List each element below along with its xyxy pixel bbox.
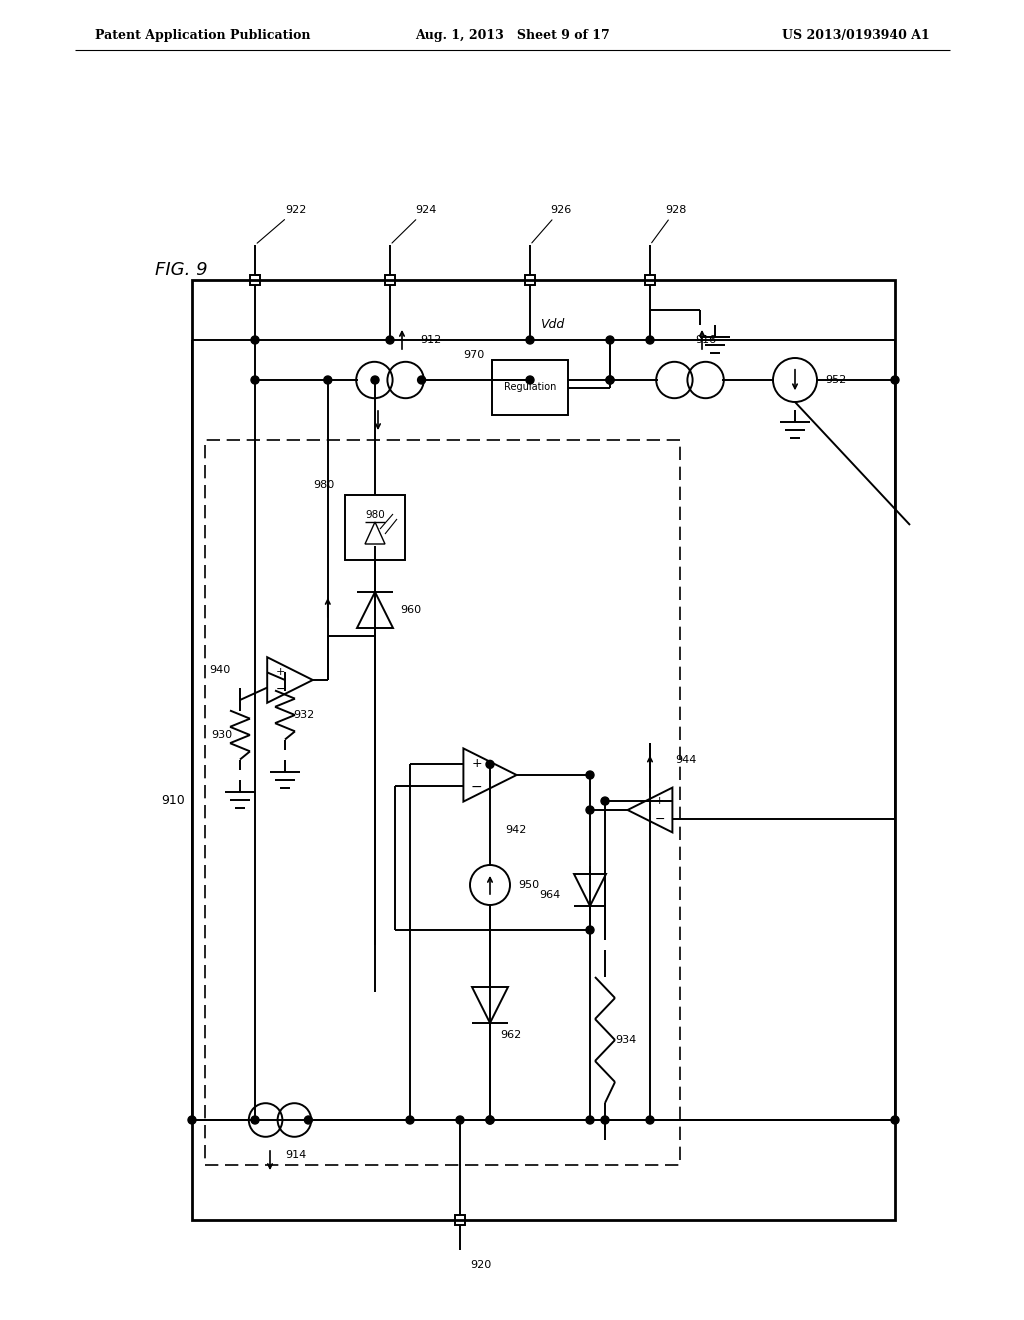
Circle shape: [324, 376, 332, 384]
Bar: [250, 275, 260, 285]
Circle shape: [486, 1115, 494, 1125]
Circle shape: [251, 376, 259, 384]
Circle shape: [486, 760, 494, 768]
Text: −: −: [275, 682, 286, 696]
Bar: [345, 495, 406, 560]
Bar: [193, 280, 895, 1220]
Circle shape: [646, 1115, 654, 1125]
Text: 914: 914: [285, 1150, 306, 1160]
Circle shape: [601, 797, 609, 805]
Circle shape: [456, 1115, 464, 1125]
Text: +: +: [275, 668, 286, 677]
Text: 980: 980: [313, 480, 335, 490]
Circle shape: [586, 771, 594, 779]
Text: 970: 970: [463, 350, 484, 360]
Circle shape: [406, 1115, 414, 1125]
Text: 922: 922: [257, 205, 306, 243]
Bar: [385, 275, 395, 285]
Circle shape: [486, 1115, 494, 1125]
Text: US 2013/0193940 A1: US 2013/0193940 A1: [782, 29, 930, 41]
Text: 952: 952: [825, 375, 846, 385]
Circle shape: [606, 376, 614, 384]
Text: 940: 940: [209, 665, 230, 675]
Circle shape: [371, 376, 379, 384]
Text: 944: 944: [675, 755, 696, 766]
Text: 932: 932: [293, 710, 314, 719]
Circle shape: [526, 376, 534, 384]
Circle shape: [646, 337, 654, 345]
Text: 934: 934: [615, 1035, 636, 1045]
Text: −: −: [471, 779, 482, 793]
Bar: [455, 1214, 465, 1225]
Polygon shape: [365, 521, 385, 544]
Text: 950: 950: [518, 880, 539, 890]
Circle shape: [586, 1115, 594, 1125]
Circle shape: [386, 337, 394, 345]
Circle shape: [606, 337, 614, 345]
Text: 962: 962: [500, 1030, 521, 1040]
Text: 924: 924: [392, 205, 436, 243]
Bar: [205, 440, 680, 1166]
Text: 930: 930: [211, 730, 232, 741]
Text: 960: 960: [400, 605, 421, 615]
Circle shape: [586, 807, 594, 814]
Circle shape: [586, 927, 594, 935]
Text: 942: 942: [505, 825, 526, 836]
Text: 928: 928: [651, 205, 686, 243]
Circle shape: [251, 337, 259, 345]
Text: −: −: [654, 812, 665, 825]
Circle shape: [304, 1115, 312, 1125]
Circle shape: [418, 376, 426, 384]
Text: Aug. 1, 2013   Sheet 9 of 17: Aug. 1, 2013 Sheet 9 of 17: [415, 29, 609, 41]
Text: Regulation: Regulation: [504, 383, 556, 392]
Text: 910: 910: [161, 793, 185, 807]
Text: 926: 926: [531, 205, 571, 243]
Circle shape: [606, 376, 614, 384]
Text: +: +: [471, 758, 482, 770]
Circle shape: [891, 376, 899, 384]
Text: Patent Application Publication: Patent Application Publication: [95, 29, 310, 41]
Text: Vdd: Vdd: [540, 318, 564, 331]
Text: 916: 916: [695, 335, 716, 345]
Text: 912: 912: [420, 335, 441, 345]
Text: 920: 920: [470, 1261, 492, 1270]
Text: 980: 980: [366, 510, 385, 520]
Bar: [492, 360, 568, 414]
Text: 964: 964: [539, 890, 560, 900]
Bar: [645, 275, 655, 285]
Circle shape: [251, 1115, 259, 1125]
Text: +: +: [655, 796, 665, 807]
Circle shape: [188, 1115, 196, 1125]
Circle shape: [891, 1115, 899, 1125]
Circle shape: [601, 1115, 609, 1125]
Circle shape: [526, 337, 534, 345]
Bar: [525, 275, 535, 285]
Text: FIG. 9: FIG. 9: [155, 261, 208, 279]
